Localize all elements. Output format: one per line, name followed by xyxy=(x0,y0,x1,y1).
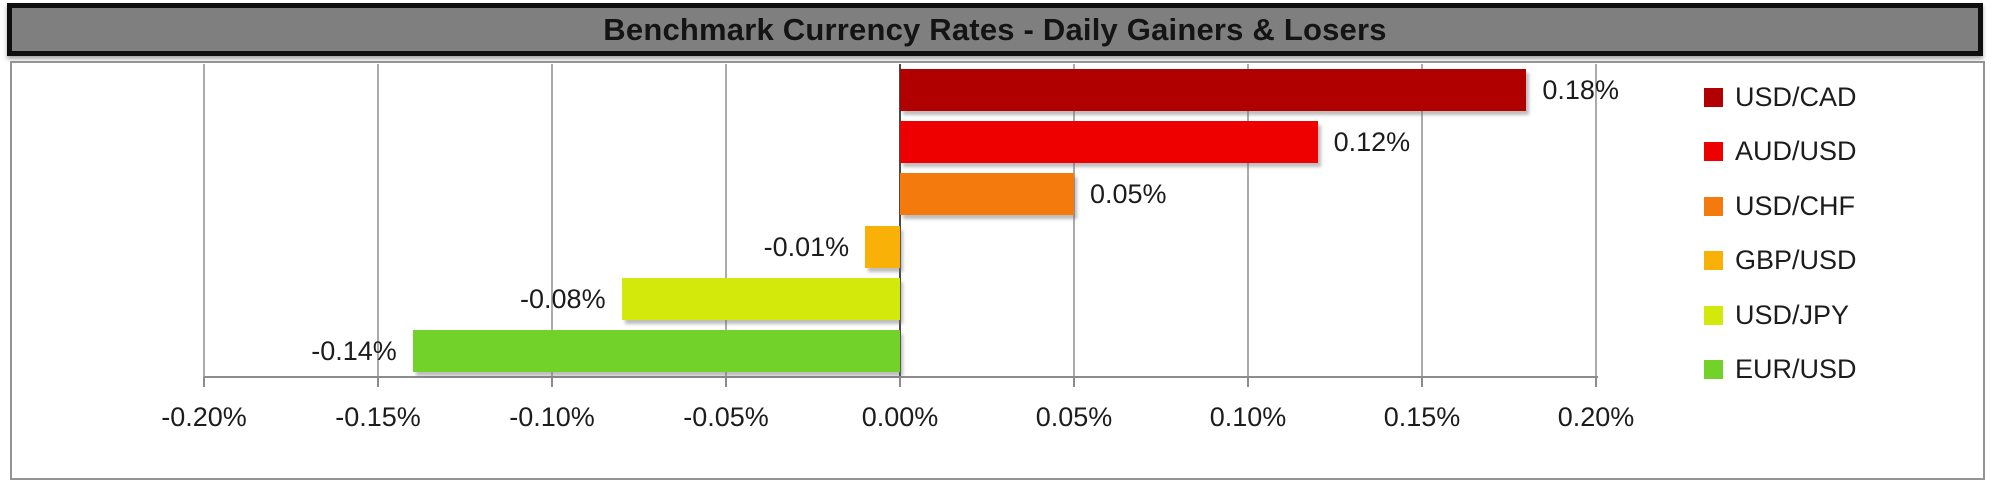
x-axis-tick xyxy=(1073,377,1075,387)
x-axis-tick-label: -0.20% xyxy=(161,402,247,432)
legend-label: GBP/USD xyxy=(1735,245,1857,276)
legend-swatch-icon xyxy=(1704,360,1723,380)
gridline xyxy=(725,64,727,377)
x-axis-tick-label: 0.10% xyxy=(1209,402,1287,432)
chart-title-bar: Benchmark Currency Rates - Daily Gainers… xyxy=(7,3,1983,56)
legend-swatch-icon xyxy=(1704,305,1723,325)
x-axis-tick-label: 0.05% xyxy=(1035,402,1113,432)
gridline xyxy=(1595,64,1597,377)
gridline xyxy=(203,64,205,377)
legend-swatch-icon xyxy=(1704,142,1723,162)
bar-audusd[interactable] xyxy=(900,121,1318,164)
x-axis-tick xyxy=(377,377,379,387)
bar-value-label: -0.14% xyxy=(311,335,397,366)
x-axis-tick-label: 0.00% xyxy=(861,402,939,432)
legend-item-usdjpy[interactable]: USD/JPY xyxy=(1704,288,1857,343)
legend-swatch-icon xyxy=(1704,196,1723,216)
bar-gbpusd[interactable] xyxy=(865,225,900,268)
x-axis-tick-label: -0.10% xyxy=(509,402,595,432)
legend-item-usdcad[interactable]: USD/CAD xyxy=(1704,70,1857,125)
chart-title: Benchmark Currency Rates - Daily Gainers… xyxy=(603,11,1387,47)
x-axis-tick-label: -0.05% xyxy=(683,402,769,432)
x-axis-tick-label: 0.20% xyxy=(1557,402,1635,432)
bar-value-label: 0.18% xyxy=(1542,75,1619,106)
legend-swatch-icon xyxy=(1704,251,1723,271)
bar-value-label: -0.01% xyxy=(763,231,850,262)
legend-item-eurusd[interactable]: EUR/USD xyxy=(1704,343,1857,398)
bar-value-label: 0.05% xyxy=(1090,179,1167,210)
legend-label: AUD/USD xyxy=(1735,136,1857,167)
legend-swatch-icon xyxy=(1704,87,1723,107)
legend-item-usdchf[interactable]: USD/CHF xyxy=(1704,179,1857,234)
x-axis-tick xyxy=(1595,377,1597,387)
x-axis-tick xyxy=(1247,377,1249,387)
gridline xyxy=(551,64,553,377)
bar-usdjpy[interactable] xyxy=(621,277,900,320)
gridline xyxy=(1421,64,1423,377)
x-axis-line xyxy=(204,376,1598,378)
bar-eurusd[interactable] xyxy=(412,329,900,372)
bar-value-label: -0.08% xyxy=(520,283,606,314)
bar-usdchf[interactable] xyxy=(900,173,1074,216)
x-axis-tick xyxy=(551,377,553,387)
x-axis-tick xyxy=(899,377,901,387)
legend-label: USD/CAD xyxy=(1735,81,1857,112)
legend-label: USD/CHF xyxy=(1735,190,1855,221)
legend-item-audusd[interactable]: AUD/USD xyxy=(1704,125,1857,180)
gridline xyxy=(377,64,379,377)
legend-item-gbpusd[interactable]: GBP/USD xyxy=(1704,234,1857,289)
bar-value-label: 0.12% xyxy=(1333,127,1411,158)
x-axis-tick xyxy=(725,377,727,387)
gridline xyxy=(1073,64,1075,377)
legend: USD/CAD AUD/USD USD/CHF GBP/USD USD/JPY EUR/U… xyxy=(1704,70,1857,397)
legend-label: EUR/USD xyxy=(1735,354,1857,385)
gridline xyxy=(1247,64,1249,377)
legend-label: USD/JPY xyxy=(1735,299,1850,330)
x-axis-tick-label: 0.15% xyxy=(1383,402,1461,432)
zero-gridline xyxy=(899,64,901,377)
bar-usdcad[interactable] xyxy=(900,69,1527,112)
x-axis-tick xyxy=(203,377,205,387)
x-axis-tick-label: -0.15% xyxy=(335,402,421,432)
x-axis-tick xyxy=(1421,377,1423,387)
